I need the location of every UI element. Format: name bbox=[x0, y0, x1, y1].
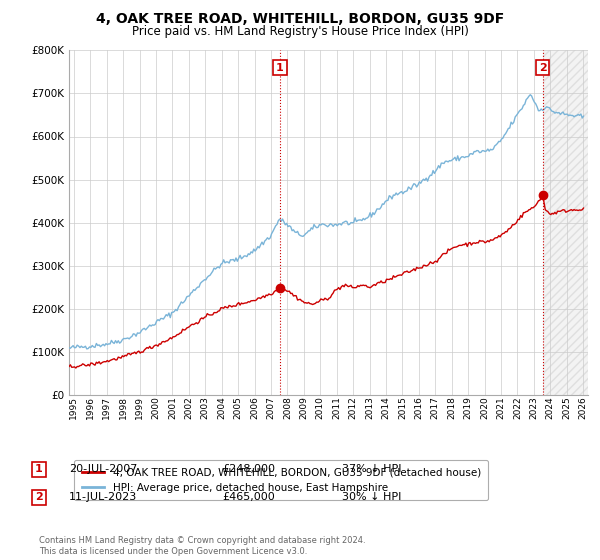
Text: 11-JUL-2023: 11-JUL-2023 bbox=[69, 492, 137, 502]
Text: 20-JUL-2007: 20-JUL-2007 bbox=[69, 464, 137, 474]
Text: £465,000: £465,000 bbox=[222, 492, 275, 502]
Text: 4, OAK TREE ROAD, WHITEHILL, BORDON, GU35 9DF: 4, OAK TREE ROAD, WHITEHILL, BORDON, GU3… bbox=[96, 12, 504, 26]
Text: 37% ↓ HPI: 37% ↓ HPI bbox=[342, 464, 401, 474]
Text: Price paid vs. HM Land Registry's House Price Index (HPI): Price paid vs. HM Land Registry's House … bbox=[131, 25, 469, 38]
Text: 1: 1 bbox=[35, 464, 43, 474]
Text: 30% ↓ HPI: 30% ↓ HPI bbox=[342, 492, 401, 502]
Text: 1: 1 bbox=[276, 63, 284, 73]
Text: 2: 2 bbox=[539, 63, 547, 73]
Bar bbox=[542, 50, 588, 395]
Legend: 4, OAK TREE ROAD, WHITEHILL, BORDON, GU35 9DF (detached house), HPI: Average pri: 4, OAK TREE ROAD, WHITEHILL, BORDON, GU3… bbox=[74, 460, 488, 500]
Text: 2: 2 bbox=[35, 492, 43, 502]
Text: £248,000: £248,000 bbox=[222, 464, 275, 474]
Text: Contains HM Land Registry data © Crown copyright and database right 2024.
This d: Contains HM Land Registry data © Crown c… bbox=[39, 536, 365, 556]
